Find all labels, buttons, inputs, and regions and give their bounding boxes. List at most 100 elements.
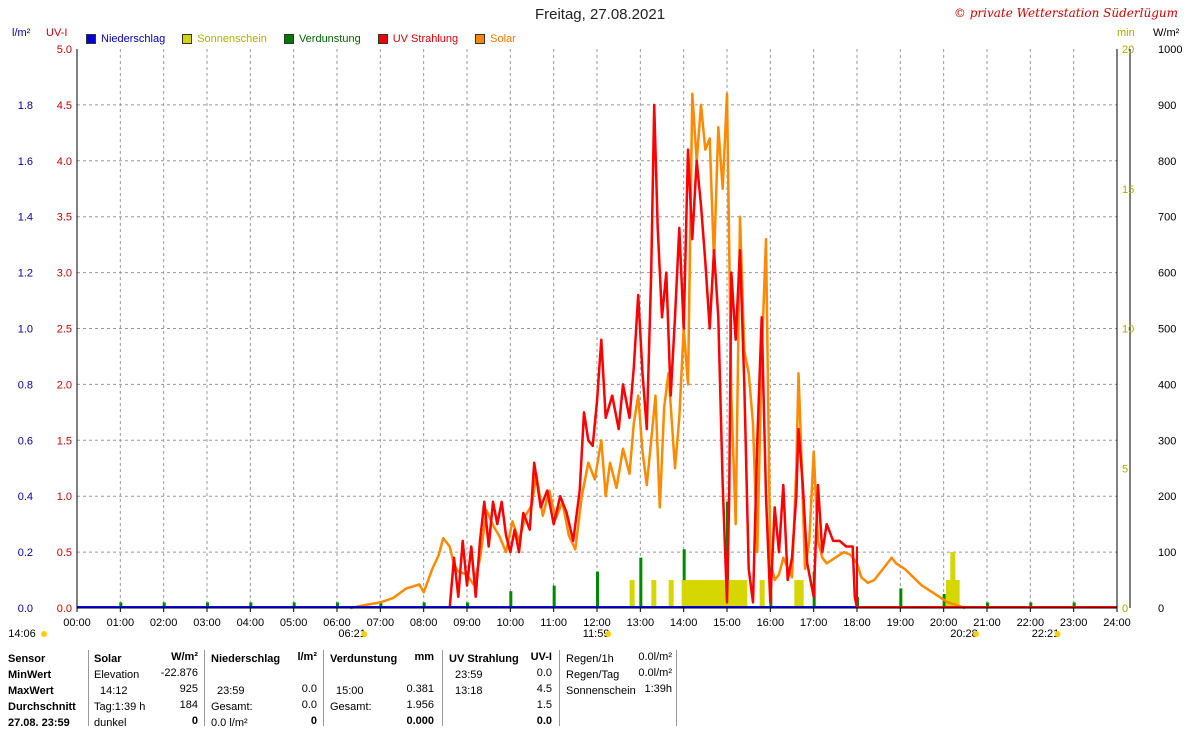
evaporation-bar [1029,602,1033,608]
stats-separator [676,650,677,726]
stats-cell: Gesamt: [211,701,253,713]
sun-marker-label: 20:28 [950,628,978,640]
stats-cell: Tag:1:39 h [94,701,146,713]
stats-cell: Regen/Tag [566,669,620,681]
evaporation-bar [682,549,686,608]
uv-tick-label: 3.5 [57,212,72,224]
solar-tick-label: 0 [1158,603,1164,615]
stats-value: 184 [179,699,198,711]
precip-tick-label: 1.6 [18,156,33,168]
solar-tick-label: 800 [1158,156,1176,168]
sunshine-bar [694,580,700,608]
stats-solar-header: Solar [94,653,122,665]
sunshine-bar [759,580,765,608]
uv-axis-unit: UV-I [46,27,68,39]
precip-tick-label: 1.4 [18,212,33,224]
stats-value: 0.0 [536,667,552,679]
minutes-axis-unit: min [1117,27,1135,39]
stats-rain-column: Regen/1h 0.0l/m² Regen/Tag 0.0l/m² Sonne… [566,650,674,726]
legend-swatch [86,34,96,44]
stats-separator [323,650,324,726]
evaporation-bar [292,602,296,608]
x-tick-label: 22:00 [1017,617,1045,629]
uv-tick-label: 0.5 [57,547,72,559]
stats-evap-column: Verdunstung mm 15:00 0.381 Gesamt: 1.956… [330,650,438,727]
evaporation-bar [466,602,469,608]
stats-precip-unit: l/m² [297,651,317,663]
legend-label: UV Strahlung [392,33,459,45]
x-tick-label: 11:00 [540,617,567,629]
sunshine-bar [699,580,704,608]
chart-axes [76,49,1131,612]
legend-swatch [283,34,294,44]
stats-cell: Gesamt: [330,701,372,713]
precip-tick-label: 0.0 [18,603,33,615]
precip-tick-label: 0.2 [18,547,33,559]
legend-swatch [475,34,486,44]
stats-separator [559,650,560,726]
uv-tick-label: 2.5 [57,324,72,336]
stats-value: 0 [191,715,198,727]
x-tick-label: 17:00 [800,617,828,629]
x-tick-label: 00:00 [63,617,91,629]
stats-separator [88,650,89,726]
copyright-notice: © private Wetterstation Süderlügum [953,6,1178,20]
sunshine-bar [729,580,735,608]
stats-sensor-header: Sensor [8,653,46,665]
sun-marker-icon [1054,631,1061,637]
evaporation-bar [639,557,643,608]
x-tick-label: 06:00 [323,617,351,629]
evaporation-bar [596,571,599,608]
precip-tick-label: 1.0 [18,324,33,336]
legend-label: Solar [490,33,516,45]
sunshine-bar [712,580,717,608]
evaporation-bar [249,602,253,608]
legend-swatch [182,34,193,44]
chart-grid [77,49,1117,608]
legend-item: Solar [475,32,516,46]
solar-tick-label: 700 [1158,212,1176,224]
precip-tick-label: 0.4 [18,491,33,503]
evaporation-bar [899,588,903,608]
x-tick-label: 04:00 [237,617,265,629]
uv-tick-label: 4.5 [57,100,72,112]
evaporation-bar [206,602,209,608]
evaporation-bar [119,602,123,608]
evaporation-bar [162,602,166,608]
evaporation-bar [379,602,383,608]
legend-item: Sonnenschein [182,32,267,46]
stats-cell: 15:00 [336,685,364,697]
legend-label: Niederschlag [101,33,166,45]
solar-axis-unit: W/m² [1153,27,1180,39]
precip-tick-label: 1.8 [18,100,33,112]
legend-item: Niederschlag [86,32,165,46]
stats-row-label: 27.08. 23:59 [8,717,70,729]
minutes-tick-label: 15 [1122,184,1134,196]
x-tick-label: 23:00 [1060,617,1088,629]
uv-tick-label: 0.0 [57,603,72,615]
sunshine-bar [690,580,696,608]
sunshine-bar [716,580,722,608]
precip-axis-unit: l/m² [12,27,31,39]
stats-value: 1.5 [536,699,552,711]
stats-row-label: MinWert [8,669,52,681]
sun-marker-icon [605,631,612,637]
solar-tick-label: 500 [1158,324,1176,336]
precip-tick-label: 0.6 [18,435,33,447]
solar-tick-label: 600 [1158,268,1176,280]
sunshine-bar [707,580,713,608]
chart-title: Freitag, 27.08.2021 [534,6,666,23]
chart-bars [119,501,1076,608]
stats-cell: 0.0 l/m² [211,717,248,729]
stats-value: 0.0 [536,715,552,727]
sunshine-bar [738,580,743,608]
evaporation-bar [1072,602,1076,608]
stats-cell: Sonnenschein [566,685,636,697]
chart-lines [77,92,1117,610]
stats-cell: dunkel [94,717,127,729]
x-tick-label: 07:00 [367,617,395,629]
x-tick-label: 24:00 [1103,617,1131,629]
stats-cell: 14:12 [100,685,128,697]
minutes-tick-label: 20 [1122,44,1134,56]
